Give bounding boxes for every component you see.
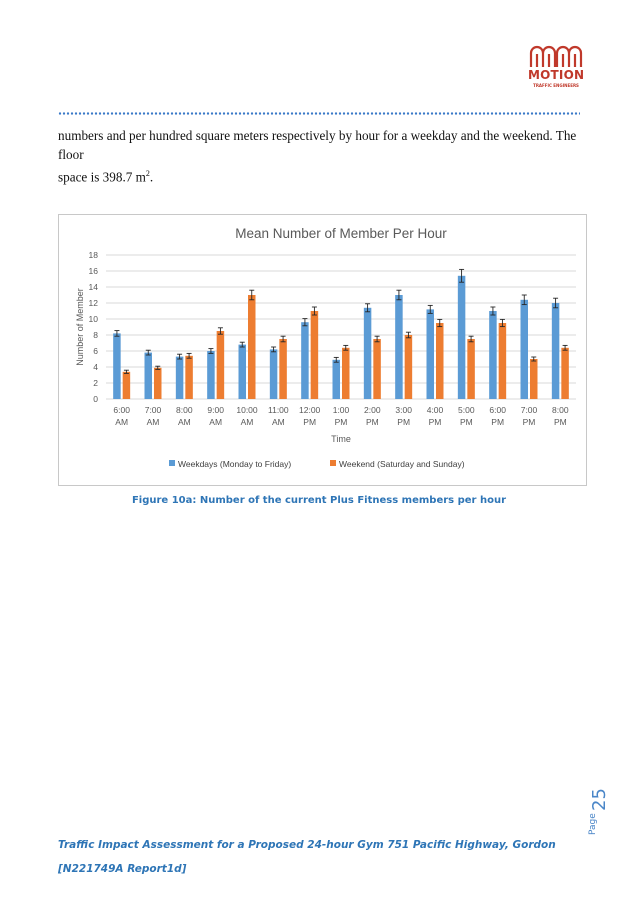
x-tick-label: 10:00 <box>236 405 258 415</box>
x-tick-label: 8:00 <box>552 405 569 415</box>
bar-weekend <box>154 367 162 399</box>
dotted-divider <box>58 112 580 115</box>
y-tick-label: 12 <box>89 298 99 308</box>
x-tick-label: 8:00 <box>176 405 193 415</box>
body-paragraph: numbers and per hundred square meters re… <box>58 126 598 186</box>
bar-weekdays <box>144 352 152 399</box>
legend-label-weekdays: Weekdays (Monday to Friday) <box>178 459 291 469</box>
x-tick-label: 1:00 <box>333 405 350 415</box>
x-tick-label-period: PM <box>303 417 316 427</box>
x-tick-label-period: AM <box>178 417 191 427</box>
bar-weekdays <box>301 322 309 399</box>
x-tick-label: 4:00 <box>427 405 444 415</box>
y-tick-label: 10 <box>89 314 99 324</box>
bar-weekdays <box>175 356 184 399</box>
x-tick-label-period: PM <box>366 417 379 427</box>
x-tick-label: 5:00 <box>458 405 475 415</box>
bar-weekdays <box>395 295 403 399</box>
motion-logo-mark-icon <box>529 45 583 67</box>
logo-tagline: TRAFFIC ENGINEERS <box>533 83 579 88</box>
footer-report-id: [N221749A Report1d] <box>58 863 187 875</box>
x-tick-label-period: PM <box>460 417 473 427</box>
x-tick-label-period: PM <box>523 417 536 427</box>
bar-weekend <box>530 359 538 399</box>
x-tick-label: 2:00 <box>364 405 381 415</box>
y-tick-label: 8 <box>93 330 98 340</box>
bar-weekend <box>467 339 475 399</box>
figure-caption: Figure 10a: Number of the current Plus F… <box>131 495 507 506</box>
x-tick-label: 7:00 <box>521 405 538 415</box>
y-tick-label: 4 <box>93 362 98 372</box>
x-tick-label: 12:00 <box>299 405 321 415</box>
body-line-2: space is 398.7 m2. <box>58 164 598 186</box>
x-tick-label-period: PM <box>335 417 348 427</box>
chart-title: Mean Number of Member Per Hour <box>235 226 447 241</box>
chart-container: Mean Number of Member Per Hour 0 2 4 6 8 10 12 1… <box>58 214 587 486</box>
x-tick-label-period: PM <box>554 417 567 427</box>
x-tick-label-period: PM <box>491 417 504 427</box>
bar-weekend <box>310 311 319 399</box>
y-tick-label: 16 <box>89 266 99 276</box>
bar-weekend <box>436 323 444 399</box>
y-tick-label: 18 <box>89 250 99 260</box>
bar-weekend <box>248 295 256 399</box>
x-tick-label-period: AM <box>209 417 222 427</box>
legend-label-weekend: Weekend (Saturday and Sunday) <box>339 459 465 469</box>
bar-weekend <box>122 371 131 399</box>
x-tick-label: 11:00 <box>268 405 289 415</box>
bar-weekdays <box>520 299 528 399</box>
bar-weekdays <box>238 344 246 399</box>
bar-weekdays <box>113 333 121 399</box>
body-line-2-text: space is 398.7 m <box>58 169 146 185</box>
page-number-value: 25 <box>589 788 610 811</box>
page-number: Page 25 <box>586 780 616 840</box>
x-tick-label-period: PM <box>397 417 410 427</box>
bar-weekdays <box>332 359 340 399</box>
legend-swatch-weekdays <box>169 460 175 466</box>
x-tick-label-period: PM <box>429 417 442 427</box>
bar-chart: Mean Number of Member Per Hour 0 2 4 6 8 10 12 1… <box>75 226 576 469</box>
superscript: 2 <box>145 169 150 178</box>
motion-logo: MOTION TRAFFIC ENGINEERS <box>528 44 584 90</box>
y-tick-label: 14 <box>89 282 99 292</box>
x-tick-label-period: AM <box>272 417 285 427</box>
bar-weekend <box>279 339 287 399</box>
bar-weekend <box>498 323 507 399</box>
x-tick-label: 9:00 <box>207 405 224 415</box>
bar-weekend <box>216 331 225 399</box>
page-label: Page <box>588 813 598 835</box>
body-line-1: numbers and per hundred square meters re… <box>58 128 577 162</box>
bar-weekend <box>185 355 193 399</box>
y-tick-label: 0 <box>93 394 98 404</box>
x-tick-label-period: AM <box>241 417 254 427</box>
bar-weekdays <box>426 309 434 399</box>
body-line-2-end: . <box>149 169 154 185</box>
x-tick-label-period: AM <box>115 417 128 427</box>
y-tick-label: 2 <box>93 378 98 388</box>
legend-swatch-weekend <box>330 460 336 466</box>
bar-weekdays <box>363 307 372 399</box>
bar-weekdays <box>457 275 466 399</box>
bar-weekdays <box>207 351 215 399</box>
bar-weekend <box>404 335 413 399</box>
y-tick-label: 6 <box>93 346 98 356</box>
x-tick-label: 6:00 <box>113 405 130 415</box>
bar-weekend <box>561 347 569 399</box>
bar-weekend <box>373 339 381 399</box>
y-axis-label: Number of Member <box>75 288 85 366</box>
bar-weekdays <box>551 303 560 399</box>
x-tick-label-period: AM <box>147 417 160 427</box>
x-axis-label: Time <box>331 434 351 444</box>
x-tick-label: 3:00 <box>395 405 412 415</box>
x-tick-label: 7:00 <box>145 405 162 415</box>
bar-weekend <box>342 347 350 399</box>
bar-weekdays <box>269 349 278 399</box>
bar-weekdays <box>489 311 497 399</box>
x-tick-label: 6:00 <box>489 405 506 415</box>
logo-wordmark: MOTION <box>528 68 585 82</box>
footer-title: Traffic Impact Assessment for a Proposed… <box>58 839 556 851</box>
